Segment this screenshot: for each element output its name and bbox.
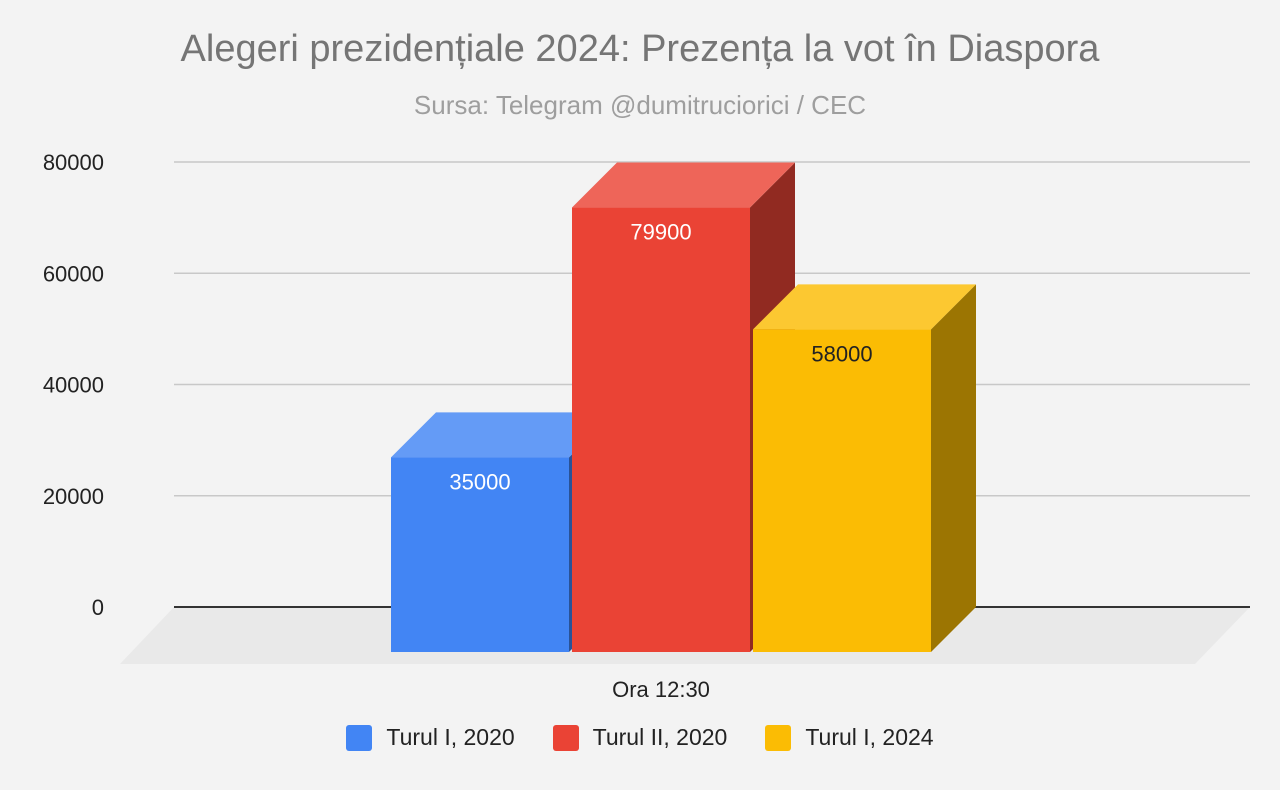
legend-item: Turul I, 2020 xyxy=(346,724,515,751)
bar xyxy=(391,457,569,652)
bar-top xyxy=(753,284,976,330)
x-category-label: Ora 12:30 xyxy=(612,677,710,702)
bar xyxy=(572,207,750,652)
bar-top xyxy=(572,162,795,208)
data-label: 79900 xyxy=(630,220,691,245)
legend-label: Turul I, 2020 xyxy=(386,724,515,750)
legend-swatch xyxy=(552,724,579,751)
legend: Turul I, 2020 Turul II, 2020 Turul I, 2024 xyxy=(0,724,1280,751)
legend-label: Turul II, 2020 xyxy=(592,724,728,750)
legend-item: Turul II, 2020 xyxy=(552,724,728,751)
legend-item: Turul I, 2024 xyxy=(765,724,934,751)
bar xyxy=(753,329,931,652)
y-tick-label: 80000 xyxy=(43,150,104,175)
bar-side xyxy=(931,284,976,652)
chart-title: Alegeri prezidențiale 2024: Prezența la … xyxy=(180,28,1100,70)
legend-swatch xyxy=(346,724,373,751)
y-tick-label: 0 xyxy=(92,595,104,620)
bar-top xyxy=(391,412,614,458)
data-label: 58000 xyxy=(811,341,872,366)
y-tick-label: 20000 xyxy=(43,484,104,509)
legend-swatch xyxy=(765,724,792,751)
y-tick-label: 60000 xyxy=(43,261,104,286)
y-tick-label: 40000 xyxy=(43,373,104,398)
legend-label: Turul I, 2024 xyxy=(805,724,934,750)
data-label: 35000 xyxy=(449,469,510,494)
chart-subtitle: Sursa: Telegram @dumitruciorici / CEC xyxy=(413,90,867,120)
